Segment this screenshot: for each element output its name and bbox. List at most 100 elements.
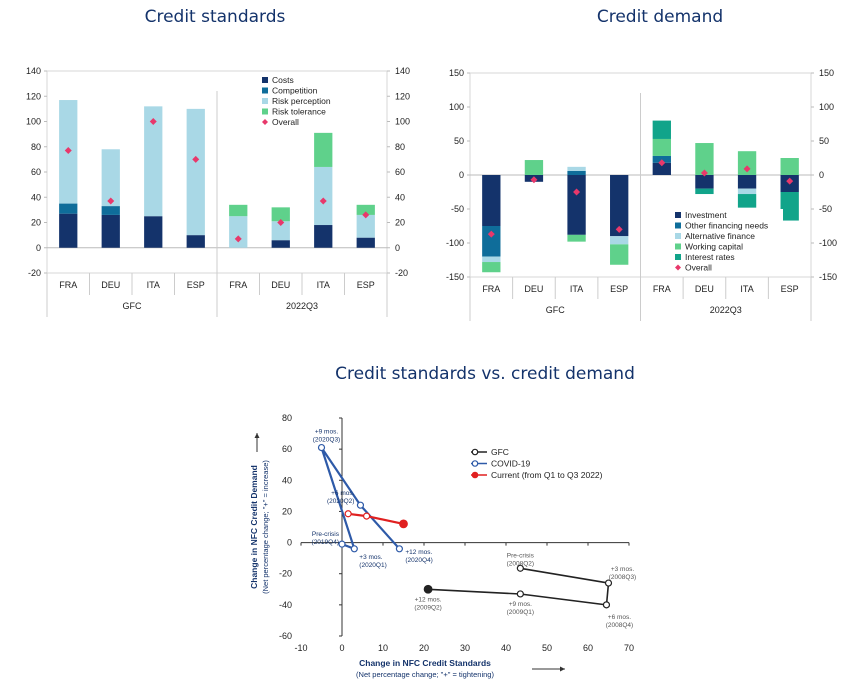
standards-bar-costs bbox=[356, 237, 375, 248]
demand-bar-investment bbox=[695, 175, 714, 189]
standards-bar-competition bbox=[101, 206, 120, 215]
demand-ytick-right: 0 bbox=[819, 170, 824, 180]
standards-bar-risk-tolerance bbox=[314, 132, 333, 167]
demand-category-label: DEU bbox=[695, 284, 714, 294]
scatter-legend-label: GFC bbox=[491, 447, 509, 457]
standards-ytick-left: 60 bbox=[31, 167, 41, 177]
scatter-point-label: (2020Q3) bbox=[313, 437, 340, 444]
scatter-xtick: 20 bbox=[419, 643, 429, 653]
scatter-point bbox=[516, 590, 524, 598]
standards-overall-marker bbox=[192, 155, 200, 163]
demand-bar-alternative-finance bbox=[610, 236, 629, 245]
scatter-point-label: Pre-crisis bbox=[312, 531, 340, 538]
demand-legend-label: Other financing needs bbox=[685, 221, 768, 231]
scatter-y-sublabel: (Net percentage change; "+" = increase) bbox=[261, 460, 270, 594]
standards-legend-swatch bbox=[262, 119, 268, 125]
demand-legend-swatch bbox=[675, 243, 681, 250]
demand-ytick-left: -150 bbox=[446, 272, 464, 282]
scatter-point bbox=[363, 512, 371, 520]
demand-overall-marker bbox=[658, 159, 666, 167]
standards-bar-costs bbox=[314, 225, 333, 248]
demand-ytick-right: 100 bbox=[819, 102, 834, 112]
standards-ytick-right: 60 bbox=[395, 167, 405, 177]
demand-category-label: FRA bbox=[653, 284, 671, 294]
standards-ytick-left: 0 bbox=[36, 243, 41, 253]
standards-title: Credit standards bbox=[145, 7, 286, 27]
scatter-point-label: +3 mos. bbox=[359, 554, 382, 561]
scatter-point-label: +6 mos. bbox=[331, 490, 354, 497]
demand-ytick-right: -150 bbox=[819, 272, 837, 282]
demand-title: Credit demand bbox=[597, 7, 723, 27]
standards-group-label: GFC bbox=[123, 301, 142, 311]
demand-bar-working-capital bbox=[780, 158, 799, 175]
standards-ytick-left: -20 bbox=[28, 268, 41, 278]
scatter-x-sublabel: (Net percentage change; "+" = tightening… bbox=[356, 670, 494, 679]
standards-bar-risk-perception bbox=[229, 216, 248, 248]
demand-overall-marker bbox=[573, 188, 581, 196]
demand-overall-marker bbox=[700, 169, 708, 177]
standards-category-label: DEU bbox=[101, 280, 120, 290]
demand-bar-working-capital bbox=[524, 160, 544, 175]
demand-legend-label: Interest rates bbox=[685, 252, 735, 262]
demand-bar-interest-rates bbox=[695, 188, 714, 195]
demand-bar-working-capital bbox=[567, 234, 586, 242]
demand-overall-marker bbox=[615, 225, 623, 233]
standards-ytick-right: -20 bbox=[395, 268, 408, 278]
scatter-point-label: (2009Q2) bbox=[414, 604, 441, 611]
standards-legend-label: Costs bbox=[272, 75, 294, 85]
standards-ytick-left: 120 bbox=[26, 91, 41, 101]
demand-legend-swatch bbox=[675, 222, 681, 229]
demand-ytick-left: 100 bbox=[449, 102, 464, 112]
demand-category-label: DEU bbox=[524, 284, 543, 294]
scatter-point bbox=[317, 443, 326, 452]
scatter-xtick: 60 bbox=[583, 643, 593, 653]
standards-legend-label: Competition bbox=[272, 86, 318, 96]
standards-ytick-left: 20 bbox=[31, 218, 41, 228]
standards-ytick-left: 40 bbox=[31, 192, 41, 202]
scatter-legend-marker bbox=[471, 460, 479, 467]
demand-legend-label: Overall bbox=[685, 263, 712, 273]
standards-ytick-right: 20 bbox=[395, 218, 405, 228]
credit-standards-chart: Credit standards -20 -20 0 0 20 20 40 40 60 60 80 80… bbox=[26, 7, 410, 317]
scatter-point-label: +3 mos. bbox=[611, 566, 634, 573]
scatter-point-label: +12 mos. bbox=[415, 596, 442, 603]
standards-ytick-right: 120 bbox=[395, 91, 410, 101]
standards-bar-risk-perception bbox=[271, 221, 290, 241]
demand-legend-swatch bbox=[675, 233, 681, 239]
demand-bar-working-capital bbox=[695, 143, 714, 175]
demand-category-label: ITA bbox=[740, 284, 753, 294]
standards-ytick-left: 80 bbox=[31, 142, 41, 152]
scatter-x-label: Change in NFC Credit Standards bbox=[359, 658, 491, 668]
scatter-xtick: 30 bbox=[460, 643, 470, 653]
scatter-ytick: 40 bbox=[282, 475, 292, 485]
standards-overall-marker bbox=[319, 197, 327, 205]
demand-legend-label: Alternative finance bbox=[685, 231, 755, 241]
scatter-ytick: -60 bbox=[279, 631, 292, 641]
scatter-point bbox=[395, 545, 403, 553]
scatter-xtick: 0 bbox=[339, 643, 344, 653]
demand-ytick-right: 150 bbox=[819, 68, 834, 78]
standards-legend-label: Overall bbox=[272, 117, 299, 127]
x-direction-arrow-head bbox=[560, 666, 565, 672]
demand-ytick-left: -100 bbox=[446, 238, 464, 248]
demand-bar-alternative-finance bbox=[482, 256, 501, 263]
standards-bar-competition bbox=[59, 203, 78, 214]
demand-legend-swatch bbox=[675, 212, 681, 218]
demand-overall-marker bbox=[487, 230, 495, 238]
demand-bar-investment bbox=[652, 162, 671, 175]
scatter-point-label: +9 mos. bbox=[315, 429, 338, 436]
standards-bar-risk-perception bbox=[144, 106, 163, 217]
scatter-point-label: +12 mos. bbox=[405, 549, 432, 556]
scatter-point bbox=[399, 519, 408, 529]
scatter-point-label: (2009Q1) bbox=[507, 609, 534, 616]
standards-legend-swatch bbox=[262, 98, 268, 104]
demand-bar-working-capital bbox=[652, 138, 671, 156]
standards-overall-marker bbox=[362, 211, 370, 219]
standards-bar-costs bbox=[101, 214, 120, 248]
standards-category-label: FRA bbox=[229, 280, 247, 290]
standards-bar-risk-tolerance bbox=[356, 204, 375, 215]
standards-ytick-right: 140 bbox=[395, 66, 410, 76]
demand-bar-alternative-finance bbox=[567, 166, 586, 171]
standards-category-label: ESP bbox=[187, 280, 205, 290]
